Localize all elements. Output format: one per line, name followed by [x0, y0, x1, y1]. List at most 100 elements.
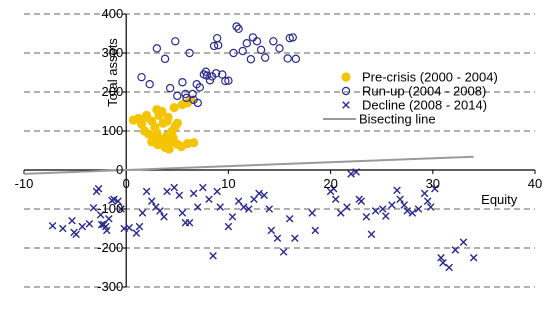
legend-item-1: Run-up (2004 - 2008): [341, 84, 486, 99]
y-tick-label: 100: [101, 123, 123, 138]
run-up-point: [218, 70, 227, 79]
series-0: [128, 95, 199, 154]
decline-point: [189, 189, 198, 198]
decline-point: [205, 195, 213, 204]
decline-point: [163, 187, 171, 196]
decline-point: [185, 218, 194, 227]
x-tick-label: 0: [123, 176, 130, 191]
run-up-point: [199, 70, 209, 79]
pre-crisis-point: [172, 118, 182, 128]
run-up-point: [212, 33, 222, 43]
pre-crisis-point: [153, 140, 163, 150]
decline-point: [160, 213, 168, 221]
run-up-point: [171, 37, 180, 46]
decline-point: [48, 221, 57, 230]
run-up-point: [288, 33, 297, 42]
decline-point: [362, 213, 371, 221]
decline-point: [273, 234, 282, 243]
legend-swatch-run-up: [341, 86, 351, 96]
bisecting-line: [23, 155, 474, 175]
legend-label: Bisecting line: [359, 112, 436, 127]
decline-point: [347, 170, 355, 178]
decline-point: [228, 213, 237, 221]
y-tick-label: 300: [101, 45, 123, 60]
legend-label: Run-up (2004 - 2008): [362, 84, 486, 99]
decline-point: [388, 201, 396, 209]
decline-point: [311, 226, 320, 235]
y-tick-label: -100: [97, 201, 123, 216]
decline-point: [85, 220, 94, 228]
decline-point: [267, 226, 276, 235]
decline-point: [437, 253, 445, 262]
x-tick-label: 40: [528, 176, 542, 191]
decline-point: [132, 229, 141, 237]
decline-point: [393, 186, 401, 195]
decline-point: [175, 191, 184, 200]
legend: Pre-crisis (2000 - 2004)Run-up (2004 - 2…: [323, 70, 498, 127]
decline-point: [337, 209, 345, 217]
data-series: [23, 22, 478, 272]
decline-point: [445, 263, 453, 272]
decline-point: [459, 238, 468, 246]
decline-point: [199, 183, 207, 192]
decline-point: [59, 224, 67, 233]
decline-point: [178, 209, 187, 217]
legend-swatch-decline: [342, 101, 350, 109]
x-axis-title: Equity: [481, 192, 518, 207]
x-tick-label: 20: [323, 176, 337, 191]
pre-crisis-point: [162, 116, 172, 126]
run-up-point: [283, 54, 292, 63]
decline-point: [400, 201, 408, 209]
decline-point: [114, 197, 122, 205]
decline-point: [403, 207, 412, 215]
decline-point: [451, 246, 460, 254]
decline-point: [72, 230, 80, 239]
run-up-point: [165, 83, 175, 93]
decline-point: [239, 203, 248, 211]
run-up-point: [252, 37, 262, 46]
decline-point: [213, 187, 221, 196]
pre-crisis-point: [142, 110, 152, 120]
run-up-point: [291, 54, 301, 64]
run-up-point: [246, 55, 256, 64]
y-axis-title: Total assets: [105, 38, 120, 107]
pre-crisis-point: [152, 104, 162, 115]
decline-point: [414, 205, 423, 213]
decline-point: [291, 234, 299, 243]
pre-crisis-point: [169, 103, 179, 113]
run-up-point: [269, 37, 278, 46]
run-up-point: [178, 78, 187, 87]
run-up-point: [193, 98, 202, 108]
decline-point: [371, 207, 380, 215]
decline-point: [78, 222, 87, 231]
decline-point: [329, 184, 338, 193]
decline-point: [408, 209, 417, 217]
decline-point: [156, 207, 164, 215]
decline-point: [117, 205, 125, 213]
decline-point: [216, 203, 225, 211]
decline-point: [343, 203, 351, 211]
decline-point: [135, 222, 144, 231]
run-up-point: [173, 91, 182, 101]
run-up-point: [248, 33, 258, 42]
decline-point: [426, 203, 435, 211]
run-up-point: [182, 93, 191, 103]
x-tick-label: 30: [426, 176, 440, 191]
decline-point: [420, 189, 429, 198]
y-tick-label: -200: [97, 240, 123, 255]
decline-point: [367, 230, 376, 239]
series-1: [137, 22, 301, 108]
decline-point: [96, 211, 105, 219]
pre-crisis-point: [189, 138, 199, 148]
run-up-point: [242, 39, 251, 48]
decline-point: [396, 195, 404, 204]
run-up-point: [145, 79, 154, 89]
run-up-point: [192, 79, 201, 89]
run-up-point: [260, 53, 270, 62]
pre-crisis-point: [164, 144, 174, 154]
grid-lines: [24, 13, 535, 288]
decline-point: [255, 189, 263, 198]
